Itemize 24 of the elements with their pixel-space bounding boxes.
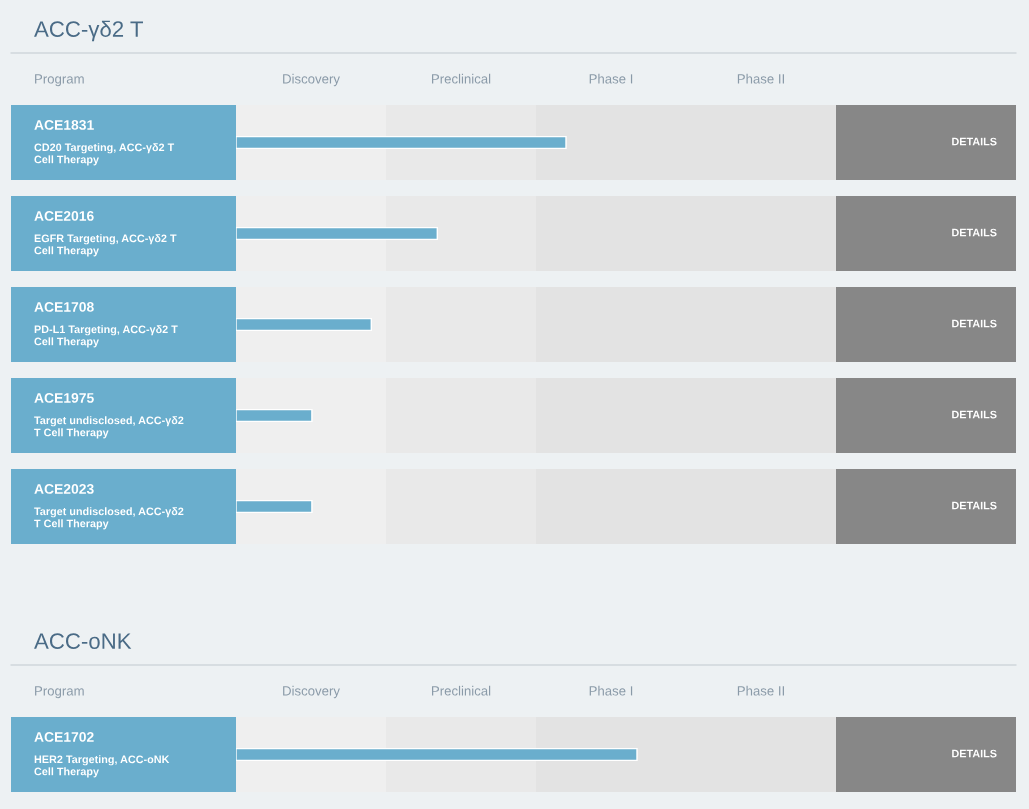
chart-title: ACC-oNK [34, 633, 132, 649]
y-tick-label: ACE1831 CD20 Targeting, ACC-γδ2 T Cell Therapy [34, 120, 175, 166]
text: Phase II [737, 685, 784, 696]
text: DETAILS [952, 501, 997, 510]
text: Phase I [589, 685, 633, 696]
text: DETAILS [952, 137, 997, 146]
text: DETAILS [952, 749, 997, 758]
chart-title: ACC-γδ2 T [34, 20, 144, 42]
text: Discovery [283, 685, 340, 699]
text: Preclinical [432, 685, 491, 696]
text: DETAILS [952, 410, 997, 419]
text: Phase I [589, 73, 633, 84]
text: Discovery [283, 73, 340, 87]
y-tick-label: ACE1702 HER2 Targeting, ACC-oNK Cell Therapy [34, 732, 170, 778]
text: DETAILS [952, 228, 997, 237]
y-tick-label: ACE2016 EGFR Targeting, ACC-γδ2 T Cell Therapy [34, 211, 177, 257]
y-tick-label: ACE1975 Target undisclosed, ACC-γδ2 T Cell Therapy [34, 393, 184, 439]
text: Phase II [737, 73, 784, 84]
y-tick-label: ACE1708 PD-L1 Targeting, ACC-γδ2 T Cell Therapy [34, 302, 178, 348]
y-axis-title: Program [35, 74, 84, 87]
y-tick-label: ACE2023 Target undisclosed, ACC-γδ2 T Cell Therapy [34, 484, 184, 530]
y-axis-title: Program [35, 686, 84, 699]
text: DETAILS [952, 319, 997, 328]
text: Preclinical [432, 73, 491, 84]
